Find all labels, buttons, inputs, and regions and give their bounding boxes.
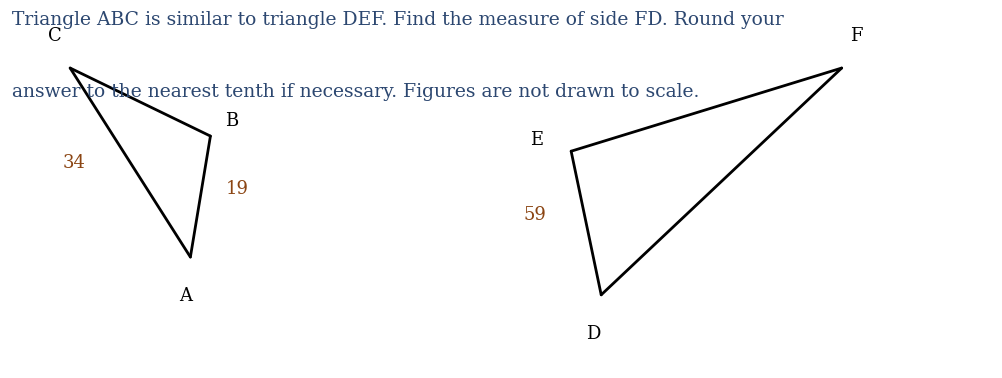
Text: answer to the nearest tenth if necessary. Figures are not drawn to scale.: answer to the nearest tenth if necessary… <box>12 83 699 101</box>
Text: 34: 34 <box>62 153 85 172</box>
Text: D: D <box>586 325 600 343</box>
Text: 59: 59 <box>523 206 546 225</box>
Text: F: F <box>850 27 862 45</box>
Text: Triangle ABC is similar to triangle DEF. Find the measure of side FD. Round your: Triangle ABC is similar to triangle DEF.… <box>12 11 784 29</box>
Text: B: B <box>225 112 238 130</box>
Text: 19: 19 <box>225 180 248 198</box>
Text: A: A <box>179 287 191 305</box>
Text: C: C <box>48 27 62 45</box>
Text: E: E <box>530 131 543 149</box>
